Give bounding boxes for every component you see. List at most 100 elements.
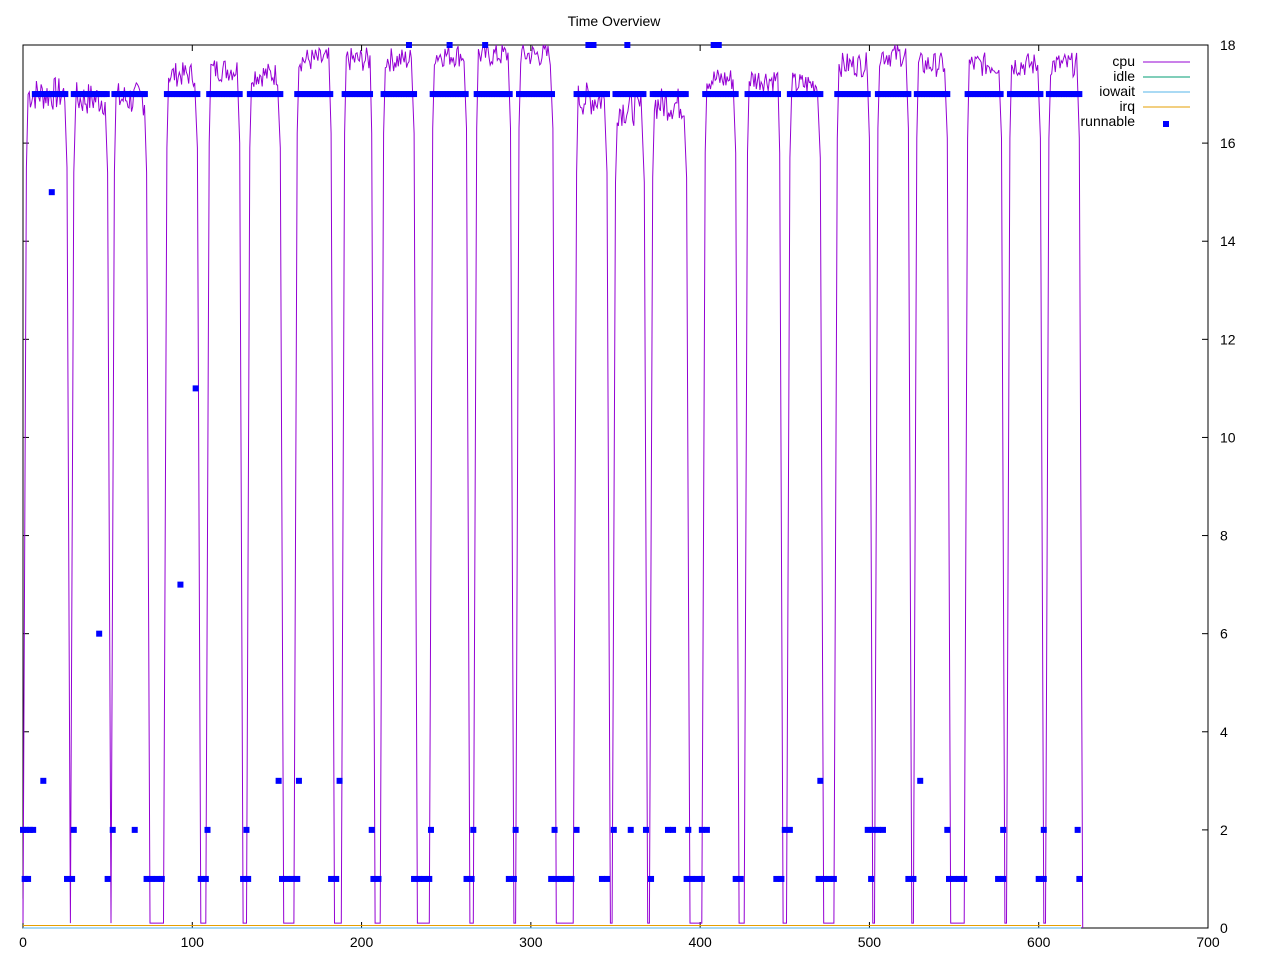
runnable-point bbox=[177, 581, 184, 588]
runnable-point bbox=[295, 777, 302, 784]
runnable-point bbox=[737, 875, 744, 882]
y-tick-label: 6 bbox=[1220, 626, 1228, 642]
runnable-point bbox=[202, 875, 209, 882]
x-tick-label: 0 bbox=[19, 934, 27, 950]
x-tick-label: 100 bbox=[181, 934, 205, 950]
runnable-point bbox=[421, 875, 428, 882]
runnable-point bbox=[26, 826, 33, 833]
y-tick-label: 10 bbox=[1220, 429, 1236, 445]
runnable-point bbox=[648, 875, 655, 882]
runnable-point bbox=[279, 875, 286, 882]
runnable-point bbox=[598, 875, 605, 882]
runnable-point bbox=[627, 826, 634, 833]
runnable-point bbox=[426, 875, 433, 882]
runnable-point bbox=[1076, 91, 1083, 98]
runnable-point bbox=[482, 42, 489, 48]
runnable-point bbox=[951, 875, 958, 882]
runnable-point bbox=[462, 91, 469, 98]
x-tick-label: 200 bbox=[350, 934, 374, 950]
runnable-point bbox=[30, 826, 37, 833]
runnable-point bbox=[664, 826, 671, 833]
runnable-point bbox=[25, 875, 32, 882]
runnable-point bbox=[368, 826, 375, 833]
runnable-point bbox=[945, 875, 952, 882]
runnable-point bbox=[585, 42, 592, 48]
runnable-point bbox=[40, 777, 47, 784]
runnable-point bbox=[506, 91, 513, 98]
runnable-point bbox=[148, 875, 155, 882]
runnable-point bbox=[1040, 826, 1047, 833]
runnable-point bbox=[869, 826, 876, 833]
runnable-point bbox=[732, 875, 739, 882]
runnable-point bbox=[192, 385, 199, 392]
runnable-point bbox=[370, 875, 377, 882]
runnable-point bbox=[70, 826, 77, 833]
runnable-point bbox=[682, 91, 689, 98]
runnable-point bbox=[1076, 875, 1083, 882]
runnable-point bbox=[153, 875, 160, 882]
runnable-point bbox=[551, 826, 558, 833]
runnable-point bbox=[275, 777, 282, 784]
runnable-point bbox=[830, 875, 837, 882]
runnable-point bbox=[1000, 875, 1007, 882]
runnable-point bbox=[815, 875, 822, 882]
runnable-point bbox=[468, 875, 475, 882]
runnable-point bbox=[69, 875, 76, 882]
runnable-point bbox=[427, 826, 434, 833]
runnable-point bbox=[327, 91, 334, 98]
runnable-point bbox=[685, 826, 692, 833]
y-tick-label: 12 bbox=[1220, 331, 1236, 347]
runnable-point bbox=[294, 875, 301, 882]
runnable-point bbox=[96, 630, 103, 637]
runnable-point bbox=[624, 42, 631, 48]
runnable-point bbox=[411, 91, 418, 98]
runnable-point bbox=[367, 91, 374, 98]
y-tick-label: 18 bbox=[1220, 37, 1236, 53]
runnable-point bbox=[289, 875, 296, 882]
runnable-point bbox=[956, 875, 963, 882]
runnable-point bbox=[961, 875, 968, 882]
runnable-point bbox=[693, 875, 700, 882]
runnable-point bbox=[204, 826, 211, 833]
runnable-point bbox=[670, 826, 677, 833]
runnable-point bbox=[336, 777, 343, 784]
legend-swatch-runnable bbox=[1163, 121, 1169, 127]
runnable-point bbox=[781, 826, 788, 833]
runnable-point bbox=[20, 826, 26, 833]
y-tick-label: 16 bbox=[1220, 135, 1236, 151]
runnable-point bbox=[512, 826, 519, 833]
runnable-point bbox=[23, 826, 30, 833]
y-tick-label: 2 bbox=[1220, 822, 1228, 838]
runnable-point bbox=[910, 875, 917, 882]
runnable-point bbox=[510, 875, 517, 882]
x-tick-label: 300 bbox=[519, 934, 543, 950]
runnable-point bbox=[563, 875, 570, 882]
runnable-point bbox=[640, 91, 647, 98]
runnable-point bbox=[604, 875, 611, 882]
runnable-point bbox=[548, 875, 555, 882]
runnable-point bbox=[825, 875, 832, 882]
runnable-point bbox=[997, 91, 1004, 98]
runnable-point bbox=[21, 875, 28, 882]
legend-label-iowait: iowait bbox=[1099, 83, 1135, 99]
runnable-point bbox=[868, 875, 875, 882]
runnable-point bbox=[375, 875, 382, 882]
runnable-point bbox=[688, 875, 695, 882]
runnable-point bbox=[446, 42, 453, 48]
runnable-point bbox=[245, 875, 252, 882]
runnable-point bbox=[48, 189, 55, 196]
series-cpu-line bbox=[22, 43, 1084, 928]
runnable-point bbox=[328, 875, 335, 882]
runnable-point bbox=[1074, 826, 1081, 833]
runnable-point bbox=[405, 42, 412, 48]
runnable-point bbox=[874, 826, 881, 833]
y-tick-label: 14 bbox=[1220, 233, 1236, 249]
runnable-point bbox=[820, 875, 827, 882]
runnable-point bbox=[143, 875, 150, 882]
runnable-point bbox=[604, 91, 611, 98]
runnable-point bbox=[573, 826, 580, 833]
x-tick-label: 700 bbox=[1196, 934, 1220, 950]
runnable-point bbox=[917, 777, 924, 784]
runnable-point bbox=[610, 826, 617, 833]
runnable-point bbox=[553, 875, 560, 882]
